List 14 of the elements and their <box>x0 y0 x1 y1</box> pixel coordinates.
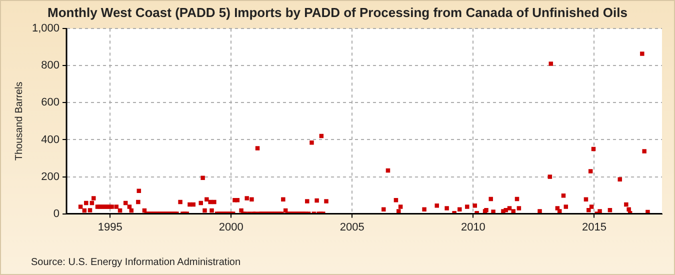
source-note: Source: U.S. Energy Information Administration <box>31 257 241 268</box>
y-axis-title: Thousand Barrels <box>14 82 25 161</box>
x-tick-label: 2000 <box>218 221 244 234</box>
y-tick-label: 600 <box>41 96 60 109</box>
y-tick-label: 400 <box>41 134 60 146</box>
y-tick-label: 1,000 <box>32 22 60 35</box>
x-tick-label: 2015 <box>582 221 606 234</box>
x-tick-label: 1995 <box>98 221 122 234</box>
y-tick-label: 800 <box>41 60 60 72</box>
y-tick-label: 0 <box>53 208 60 220</box>
x-tick-label: 2010 <box>460 221 486 234</box>
y-tick-label: 200 <box>41 170 60 183</box>
chart-title: Monthly West Coast (PADD 5) Imports by PADD of Processing from Canada of Unfinished Oils <box>46 5 628 20</box>
x-tick-label: 2005 <box>340 221 364 234</box>
